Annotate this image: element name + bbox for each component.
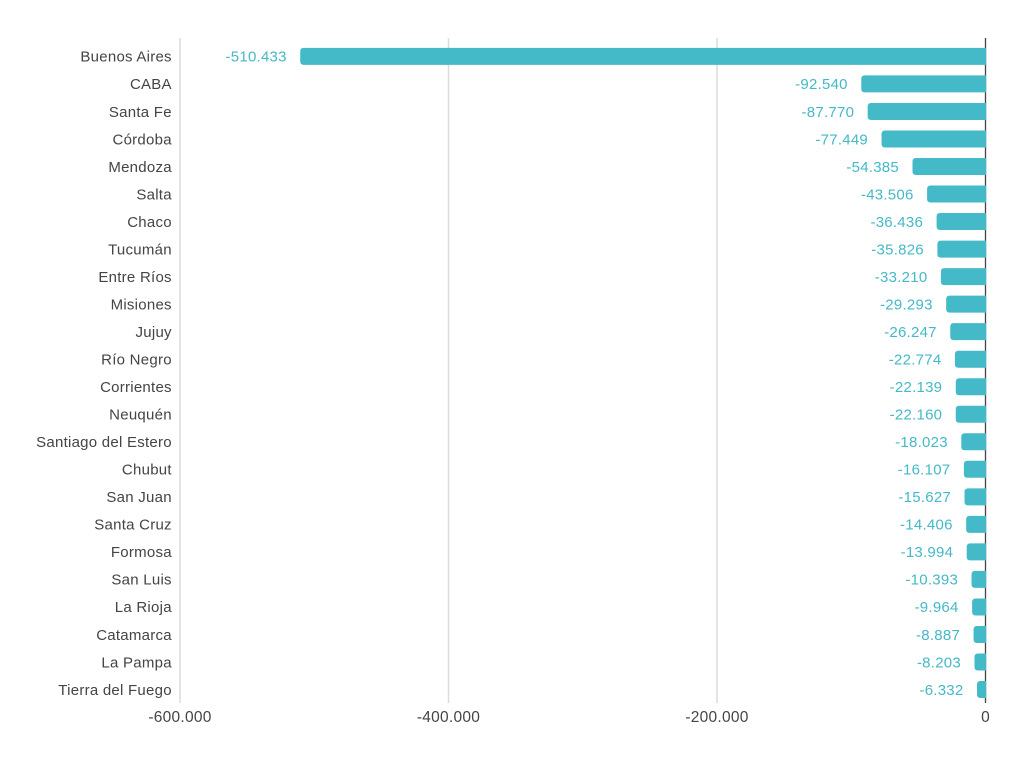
svg-text:-15.627: -15.627 [898,489,951,506]
svg-text:Chubut: Chubut [122,462,172,479]
svg-text:San Juan: San Juan [106,489,171,506]
svg-text:Neuquén: Neuquén [109,407,172,424]
svg-text:CABA: CABA [130,76,172,93]
svg-text:Salta: Salta [136,186,172,203]
svg-text:Buenos Aires: Buenos Aires [80,49,171,66]
svg-text:-510.433: -510.433 [226,49,287,66]
svg-text:Corrientes: Corrientes [100,379,172,396]
svg-text:-92.540: -92.540 [795,76,848,93]
svg-text:-77.449: -77.449 [815,131,868,148]
svg-text:-22.139: -22.139 [890,379,943,396]
svg-text:-26.247: -26.247 [884,324,937,341]
svg-text:-200.000: -200.000 [685,709,748,726]
svg-text:Córdoba: Córdoba [113,131,173,148]
svg-text:Entre Ríos: Entre Ríos [98,269,171,286]
svg-text:La Pampa: La Pampa [101,654,172,671]
svg-text:-18.023: -18.023 [895,434,948,451]
svg-text:-14.406: -14.406 [900,517,953,534]
svg-text:-9.964: -9.964 [915,599,959,616]
svg-text:Catamarca: Catamarca [96,627,172,644]
svg-text:-8.203: -8.203 [917,654,961,671]
svg-text:-29.293: -29.293 [880,296,933,313]
svg-text:-10.393: -10.393 [905,572,958,589]
svg-text:Río Negro: Río Negro [101,352,172,369]
svg-text:-600.000: -600.000 [148,709,211,726]
svg-text:-43.506: -43.506 [861,186,914,203]
svg-text:-54.385: -54.385 [846,159,899,176]
svg-text:-6.332: -6.332 [919,682,963,699]
svg-text:Santiago del Estero: Santiago del Estero [36,434,172,451]
svg-text:Mendoza: Mendoza [108,159,172,176]
svg-text:0: 0 [981,709,990,726]
svg-text:Jujuy: Jujuy [136,324,173,341]
svg-text:-400.000: -400.000 [417,709,480,726]
svg-text:Formosa: Formosa [111,544,172,561]
svg-text:-35.826: -35.826 [871,241,924,258]
svg-text:San Luis: San Luis [111,572,171,589]
svg-text:-22.160: -22.160 [890,407,943,424]
svg-text:Misiones: Misiones [111,296,172,313]
svg-text:-33.210: -33.210 [875,269,928,286]
svg-text:Santa Fe: Santa Fe [109,104,172,121]
svg-text:Tucumán: Tucumán [108,241,172,258]
svg-text:-8.887: -8.887 [916,627,960,644]
svg-text:Tierra del Fuego: Tierra del Fuego [58,682,172,699]
svg-text:Santa Cruz: Santa Cruz [94,517,172,534]
svg-text:-36.436: -36.436 [870,214,923,231]
svg-text:-16.107: -16.107 [898,462,951,479]
svg-text:-22.774: -22.774 [889,352,942,369]
svg-text:La Rioja: La Rioja [115,599,172,616]
svg-text:-13.994: -13.994 [901,544,954,561]
svg-text:-87.770: -87.770 [802,104,855,121]
svg-text:Chaco: Chaco [127,214,172,231]
